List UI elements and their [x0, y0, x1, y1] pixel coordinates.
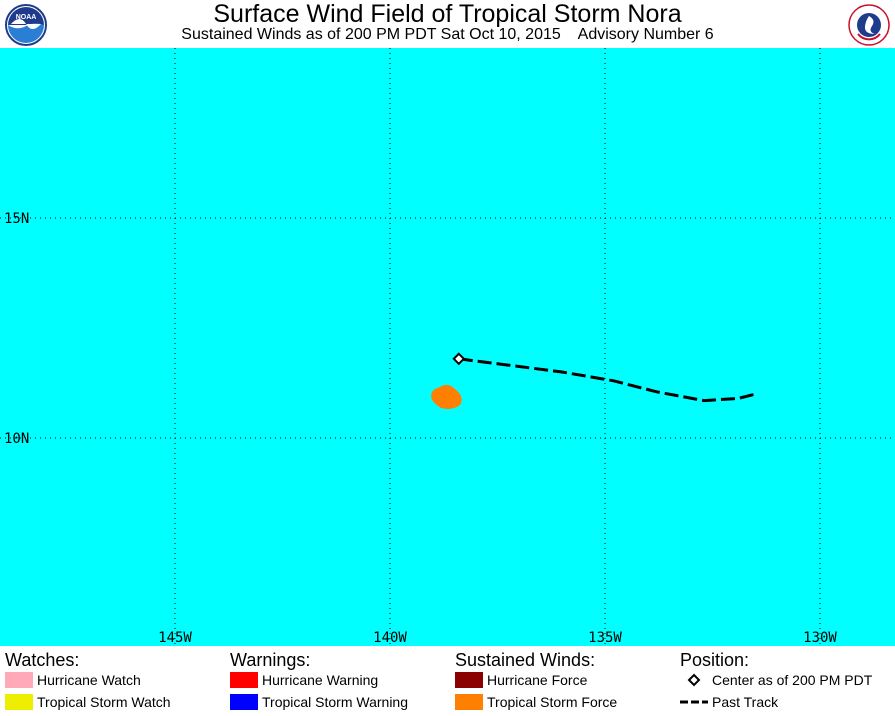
lat-lon-grid — [0, 48, 895, 646]
sustained-winds-heading: Sustained Winds: — [455, 650, 596, 670]
legend-hurricane-force: Hurricane Force — [455, 672, 587, 688]
legend-hurricane-warning: Hurricane Warning — [230, 672, 378, 688]
legend-tropical-storm-warning: Tropical Storm Warning — [230, 694, 408, 710]
storm-features — [431, 352, 756, 409]
legend-center-position: Center as of 200 PM PDT — [680, 672, 872, 688]
longitude-label: 140W — [373, 630, 407, 646]
hurricane-force-swatch — [455, 672, 483, 688]
hurricane-watch-label: Hurricane Watch — [37, 672, 141, 688]
ocean-background — [0, 48, 895, 646]
tropical-storm-force-label: Tropical Storm Force — [487, 694, 618, 710]
past-track-label: Past Track — [712, 694, 779, 710]
position-heading: Position: — [680, 650, 750, 670]
tropical-storm-watch-label: Tropical Storm Watch — [37, 694, 171, 710]
longitude-label: 145W — [158, 630, 192, 646]
center-position-label: Center as of 200 PM PDT — [712, 672, 873, 688]
tropical-storm-force-swatch — [455, 694, 483, 710]
legend-tropical-storm-watch: Tropical Storm Watch — [5, 694, 171, 710]
tropical-storm-warning-swatch — [230, 694, 258, 710]
hurricane-warning-label: Hurricane Warning — [262, 672, 379, 688]
hurricane-watch-swatch — [5, 672, 33, 688]
tropical-storm-force-wind-area — [431, 384, 462, 409]
longitude-label: 135W — [588, 630, 622, 646]
legend-hurricane-watch: Hurricane Watch — [5, 672, 141, 688]
hurricane-force-label: Hurricane Force — [487, 672, 588, 688]
longitude-label: 130W — [803, 630, 837, 646]
hurricane-warning-swatch — [230, 672, 258, 688]
national-weather-service-logo — [848, 4, 890, 46]
map-legend: Watches: Hurricane Watch Tropical Storm … — [0, 646, 895, 716]
wind-field-map: 145W 140W 135W 130W 15N 10N — [0, 48, 895, 646]
warnings-heading: Warnings: — [230, 650, 311, 670]
past-track-icon — [680, 700, 708, 704]
noaa-logo: NOAA — [5, 4, 47, 46]
map-subtitle: Sustained Winds as of 200 PM PDT Sat Oct… — [181, 26, 714, 43]
tropical-storm-warning-label: Tropical Storm Warning — [262, 694, 409, 710]
map-title: Surface Wind Field of Tropical Storm Nor… — [213, 0, 682, 28]
legend-tropical-storm-force: Tropical Storm Force — [455, 694, 617, 710]
legend-past-track: Past Track — [680, 694, 778, 710]
past-track-line — [458, 357, 756, 403]
latitude-label: 15N — [4, 211, 29, 227]
latitude-label: 10N — [4, 431, 29, 447]
storm-center-marker — [452, 352, 466, 366]
svg-text:NOAA: NOAA — [16, 14, 37, 21]
axis-labels: 145W 140W 135W 130W 15N 10N — [4, 211, 837, 646]
center-diamond-icon — [687, 673, 701, 687]
tropical-storm-watch-swatch — [5, 694, 33, 710]
watches-heading: Watches: — [5, 650, 80, 670]
